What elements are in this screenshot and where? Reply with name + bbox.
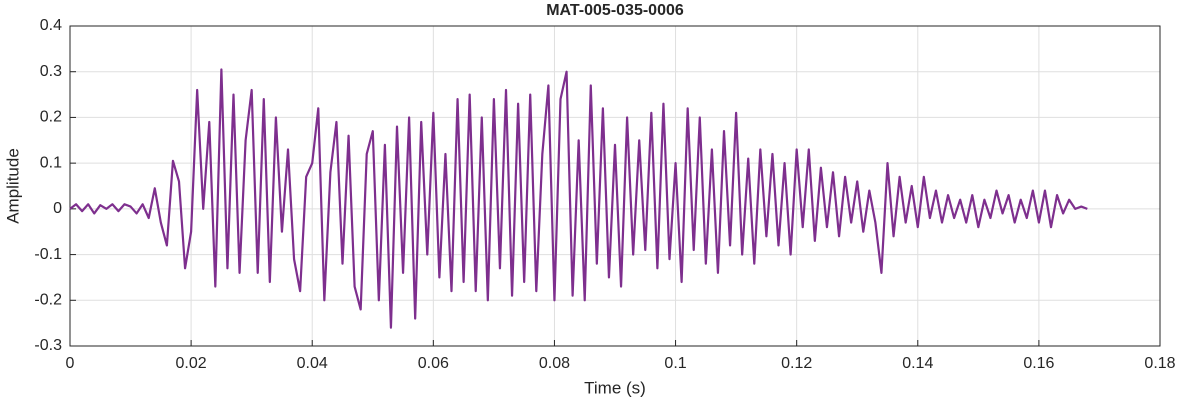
- y-tick-label: 0.1: [40, 154, 62, 171]
- x-tick-label: 0.06: [418, 355, 449, 372]
- x-tick-label: 0.08: [539, 355, 570, 372]
- y-tick-label: -0.3: [34, 337, 62, 354]
- x-tick-label: 0.16: [1023, 355, 1054, 372]
- x-axis-label: Time (s): [584, 378, 646, 397]
- x-tick-label: 0.1: [664, 355, 686, 372]
- x-tick-label: 0.12: [781, 355, 812, 372]
- y-tick-label: 0.3: [40, 63, 62, 80]
- x-tick-label: 0.14: [902, 355, 933, 372]
- waveform-line: [69, 68, 1088, 329]
- y-tick-label: -0.2: [34, 292, 62, 309]
- y-axis-label: Amplitude: [3, 148, 22, 224]
- chart-title: MAT-005-035-0006: [546, 2, 684, 19]
- plot-frame: [69, 25, 1161, 347]
- x-tick-label: 0: [66, 355, 75, 372]
- x-tick-label: 0.02: [176, 355, 207, 372]
- x-tick-label: 0.04: [297, 355, 328, 372]
- y-tick-label: 0.2: [40, 109, 62, 126]
- y-tick-label: 0.4: [40, 17, 62, 34]
- x-tick-label: 0.18: [1144, 355, 1175, 372]
- y-tick-label: 0: [53, 200, 62, 217]
- y-tick-label: -0.1: [34, 246, 62, 263]
